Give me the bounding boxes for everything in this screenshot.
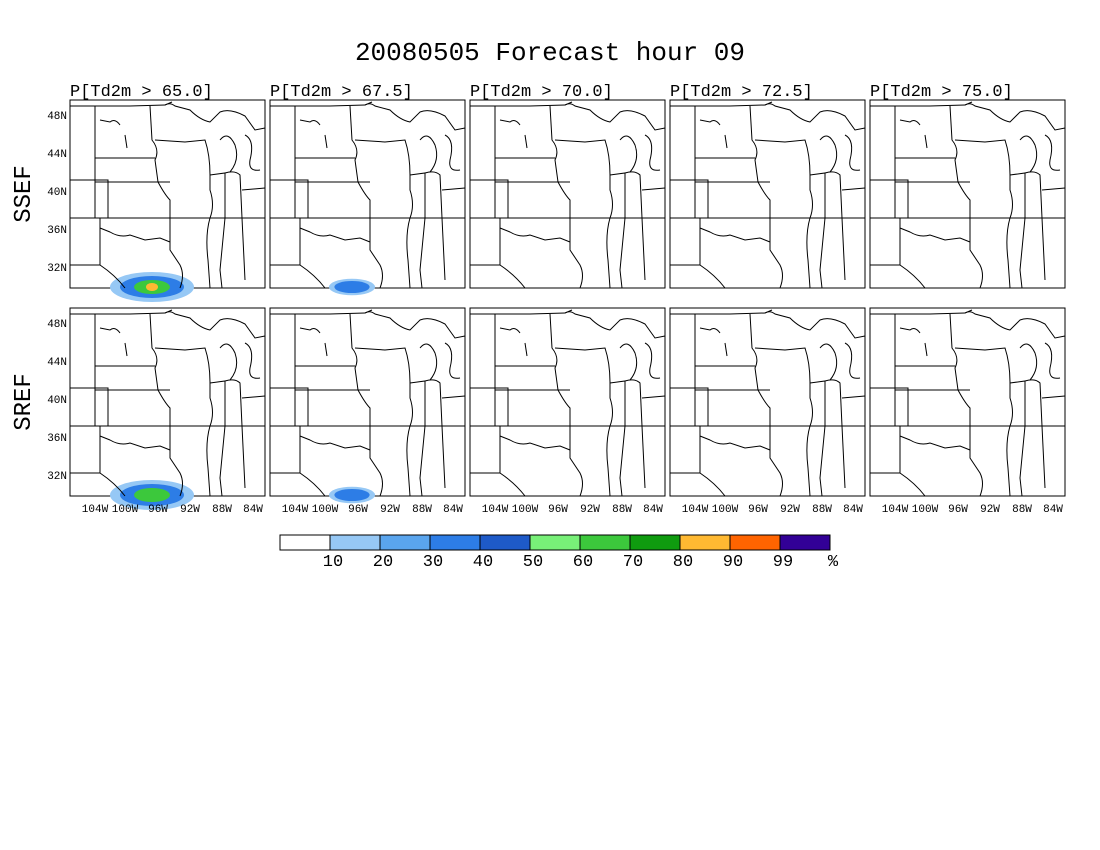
lon-label: 92W [780, 504, 800, 516]
lat-label: 36N [47, 225, 67, 237]
lat-label: 44N [47, 149, 67, 161]
lon-label: 88W [1012, 504, 1032, 516]
colorbar-label: 50 [523, 553, 543, 572]
lat-label: 32N [47, 263, 67, 275]
colorbar-label: 60 [573, 553, 593, 572]
colorbar-label: 70 [623, 553, 643, 572]
panel-frame [69, 99, 266, 289]
lat-label: 48N [47, 319, 67, 331]
lon-label: 96W [548, 504, 568, 516]
lon-label: 96W [948, 504, 968, 516]
colorbar-label: 20 [373, 553, 393, 572]
panel-frame [669, 99, 866, 289]
colorbar-box [429, 534, 481, 551]
map-panel [669, 99, 866, 289]
lat-label: 40N [47, 187, 67, 199]
lat-label: 48N [47, 111, 67, 123]
lon-label: 84W [843, 504, 863, 516]
map-panel [469, 307, 666, 497]
lon-label: 96W [748, 504, 768, 516]
panel-title: P[Td2m > 75.0] [870, 83, 1013, 102]
lon-label: 96W [148, 504, 168, 516]
colorbar-label: 90 [723, 553, 743, 572]
lon-label: 104W [482, 504, 509, 516]
lat-label: 44N [47, 357, 67, 369]
lon-label: 104W [882, 504, 909, 516]
lon-label: 84W [643, 504, 663, 516]
colorbar-label: 99 [773, 553, 793, 572]
map-panel [269, 307, 466, 504]
panel-frame [469, 99, 666, 289]
colorbar: 10 20 30 40 50 60 70 80 90 99% [279, 534, 839, 572]
probability-area [334, 280, 370, 294]
map-panel [469, 99, 666, 289]
lon-label: 88W [412, 504, 432, 516]
colorbar-box [379, 534, 431, 551]
lat-label: 32N [47, 471, 67, 483]
colorbar-box [579, 534, 631, 551]
colorbar-box [679, 534, 731, 551]
panel-frame [269, 307, 466, 497]
lon-label: 100W [112, 504, 139, 516]
panel-title: P[Td2m > 65.0] [70, 83, 213, 102]
colorbar-box [629, 534, 681, 551]
map-panel [869, 307, 1066, 497]
lon-label: 92W [180, 504, 200, 516]
lat-label: 36N [47, 433, 67, 445]
panel-title: P[Td2m > 67.5] [270, 83, 413, 102]
probability-area [334, 488, 370, 502]
map-panel [69, 99, 266, 302]
lon-label: 84W [1043, 504, 1063, 516]
lon-label: 88W [612, 504, 632, 516]
colorbar-box [779, 534, 831, 551]
panel-frame [669, 307, 866, 497]
lon-label: 104W [282, 504, 309, 516]
lon-label: 96W [348, 504, 368, 516]
colorbar-box [529, 534, 581, 551]
colorbar-box [279, 534, 331, 551]
panel-frame [69, 307, 266, 497]
map-panel [69, 307, 266, 510]
lon-label: 92W [580, 504, 600, 516]
panel-title: P[Td2m > 72.5] [670, 83, 813, 102]
lon-label: 88W [812, 504, 832, 516]
panel-frame [869, 99, 1066, 289]
colorbar-label: 10 [323, 553, 343, 572]
lon-label: 104W [82, 504, 109, 516]
panel-title: P[Td2m > 70.0] [470, 83, 613, 102]
colorbar-label: 80 [673, 553, 693, 572]
lon-label: 88W [212, 504, 232, 516]
row-label: SREF [11, 373, 38, 431]
lon-label: 92W [980, 504, 1000, 516]
lat-label: 40N [47, 395, 67, 407]
lon-label: 92W [380, 504, 400, 516]
colorbar-label: % [828, 553, 839, 572]
lon-label: 100W [712, 504, 739, 516]
colorbar-box [329, 534, 381, 551]
lon-label: 84W [443, 504, 463, 516]
panel-frame [869, 307, 1066, 497]
row-label: SSEF [11, 165, 38, 223]
colorbar-box [479, 534, 531, 551]
colorbar-label: 30 [423, 553, 443, 572]
panel-frame [469, 307, 666, 497]
lon-label: 100W [512, 504, 539, 516]
probability-area [146, 283, 158, 291]
map-panel [869, 99, 1066, 289]
map-panel [669, 307, 866, 497]
lon-label: 104W [682, 504, 709, 516]
probability-area [134, 488, 170, 502]
lon-label: 100W [912, 504, 939, 516]
lon-label: 84W [243, 504, 263, 516]
figure-title: 20080505 Forecast hour 09 [355, 38, 745, 68]
map-panel [269, 99, 466, 296]
colorbar-box [729, 534, 781, 551]
lon-label: 100W [312, 504, 339, 516]
panel-frame [269, 99, 466, 289]
colorbar-label: 40 [473, 553, 493, 572]
